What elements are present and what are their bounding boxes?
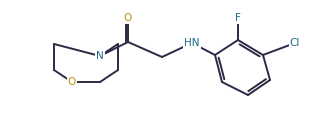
Text: HN: HN	[184, 38, 200, 48]
Text: Cl: Cl	[290, 38, 300, 48]
Text: O: O	[68, 77, 76, 87]
Text: F: F	[235, 13, 241, 23]
Text: N: N	[96, 51, 104, 61]
Text: O: O	[124, 13, 132, 23]
